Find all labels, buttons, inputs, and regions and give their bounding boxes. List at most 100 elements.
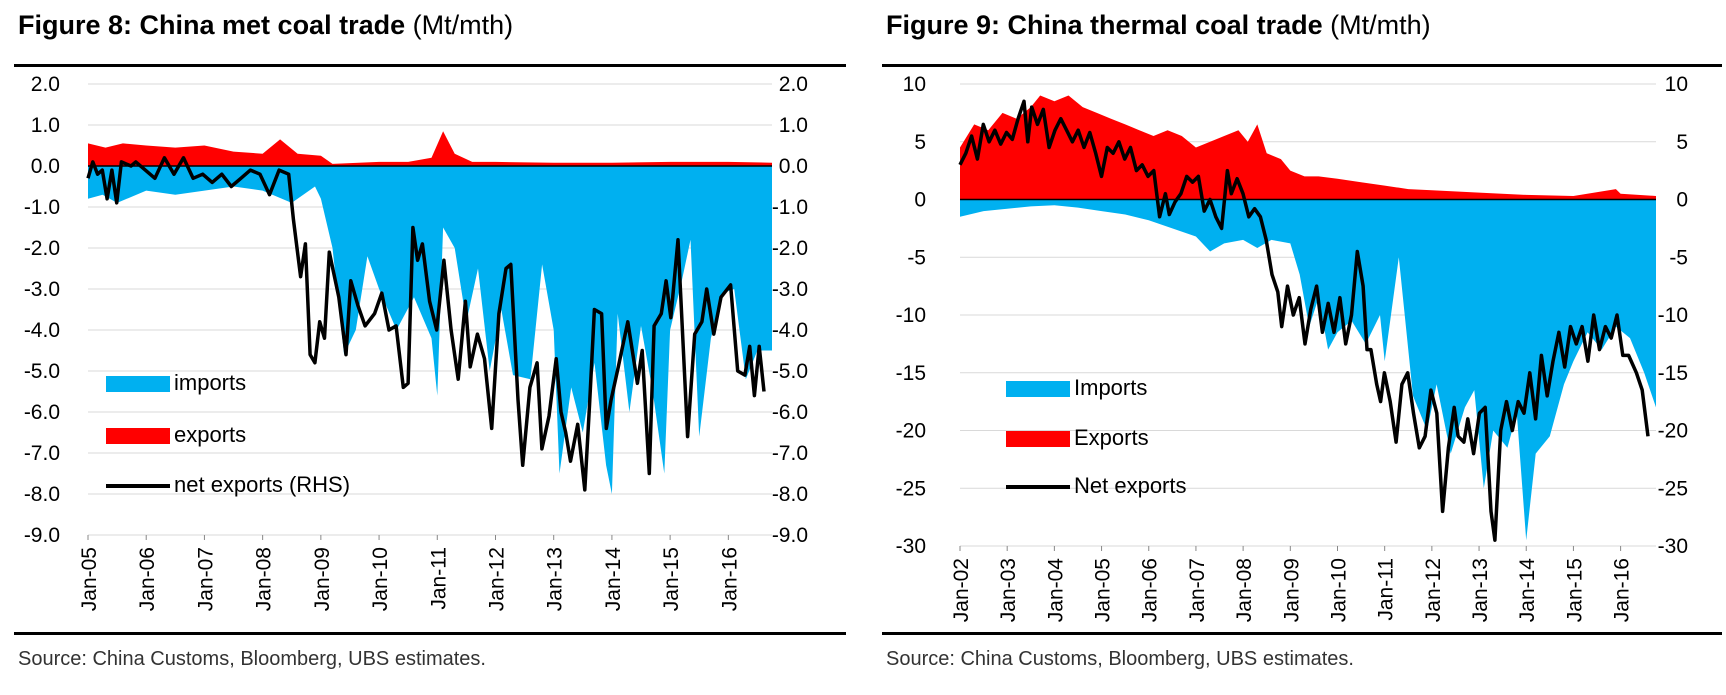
figure-8-chart: 2.0 2.0 1.0 1.0 0.0 0.0 -1.0 -1.0 -2.0 -2.0 -3.0 -3… bbox=[24, 73, 808, 612]
y-tick-label-left: 2.0 bbox=[31, 73, 60, 96]
x-tick-label: Jan-03 bbox=[997, 558, 1020, 622]
figure-9-title: Figure 9: China thermal coal trade (Mt/m… bbox=[886, 10, 1431, 41]
y-tick-label-right: -30 bbox=[1658, 535, 1688, 558]
y-tick-label-right: -5.0 bbox=[772, 360, 808, 383]
figure-8-label: Figure 8: bbox=[18, 10, 133, 40]
figure-8-bottom-rule bbox=[14, 632, 846, 635]
y-tick-label-left: -10 bbox=[896, 304, 926, 327]
figure-9-bottom-rule bbox=[882, 632, 1722, 635]
legend-label-exports: exports bbox=[174, 422, 246, 447]
figure-8-title: Figure 8: China met coal trade (Mt/mth) bbox=[18, 10, 513, 41]
figure-9-title-text: China thermal coal trade bbox=[1007, 10, 1323, 40]
y-tick-label-right: -10 bbox=[1658, 304, 1688, 327]
x-tick-label: Jan-12 bbox=[485, 547, 508, 611]
y-tick-label-left: 5 bbox=[914, 131, 926, 154]
x-tick-label: Jan-15 bbox=[660, 547, 683, 611]
x-tick-label: Jan-10 bbox=[1327, 558, 1350, 622]
x-tick-label: Jan-04 bbox=[1044, 558, 1067, 623]
imports-area bbox=[88, 166, 772, 494]
y-tick-label-right: -6.0 bbox=[772, 401, 808, 424]
x-tick-label: Jan-06 bbox=[136, 547, 159, 611]
x-tick-label: Jan-09 bbox=[1280, 558, 1303, 622]
y-tick-label-right: -1.0 bbox=[772, 196, 808, 219]
y-tick-label-right: 0 bbox=[1676, 189, 1688, 212]
figure-8-units: (Mt/mth) bbox=[412, 10, 514, 40]
y-tick-label-right: -7.0 bbox=[772, 442, 808, 465]
y-tick-label-left: -7.0 bbox=[24, 442, 60, 465]
y-tick-label-left: -5.0 bbox=[24, 360, 60, 383]
y-tick-label-right: -9.0 bbox=[772, 524, 808, 547]
x-tick-label: Jan-14 bbox=[602, 547, 625, 612]
x-tick-label: Jan-08 bbox=[1233, 558, 1256, 622]
x-tick-label: Jan-07 bbox=[194, 547, 217, 611]
net-exports-line bbox=[86, 156, 766, 492]
legend-swatch-exports bbox=[106, 428, 170, 444]
y-tick-label-left: -15 bbox=[896, 362, 926, 385]
y-tick-label-right: -20 bbox=[1658, 420, 1688, 443]
legend-label-imports: imports bbox=[174, 370, 246, 395]
y-tick-label-left: -2.0 bbox=[24, 237, 60, 260]
figure-9-source: Source: China Customs, Bloomberg, UBS es… bbox=[886, 648, 1354, 670]
y-tick-label-left: 1.0 bbox=[31, 114, 60, 137]
y-tick-label-right: -15 bbox=[1658, 362, 1688, 385]
exports-area bbox=[88, 131, 772, 166]
y-tick-label-left: -1.0 bbox=[24, 196, 60, 219]
x-tick-label: Jan-08 bbox=[253, 547, 276, 611]
net-exports-line bbox=[958, 99, 1650, 542]
y-tick-label-left: -4.0 bbox=[24, 319, 60, 342]
y-tick-label-right: -3.0 bbox=[772, 278, 808, 301]
x-tick-label: Jan-13 bbox=[544, 547, 567, 611]
x-tick-label: Jan-11 bbox=[427, 547, 450, 610]
figure-9-label: Figure 9: bbox=[886, 10, 1001, 40]
x-tick-label: Jan-12 bbox=[1422, 558, 1445, 622]
y-tick-label-left: 0 bbox=[914, 189, 926, 212]
y-tick-label-left: -9.0 bbox=[24, 524, 60, 547]
x-tick-label: Jan-06 bbox=[1139, 558, 1162, 622]
figure-8-source: Source: China Customs, Bloomberg, UBS es… bbox=[18, 648, 486, 670]
y-tick-label-left: 10 bbox=[903, 73, 926, 96]
imports-area bbox=[960, 199, 1656, 541]
figure-9-top-rule bbox=[882, 64, 1722, 67]
legend-swatch-imports bbox=[106, 376, 170, 392]
x-tick-label: Jan-10 bbox=[369, 547, 392, 611]
x-tick-label: Jan-09 bbox=[311, 547, 334, 611]
legend-swatch-exports bbox=[1006, 431, 1070, 447]
y-tick-label-left: -8.0 bbox=[24, 483, 60, 506]
y-tick-label-right: -8.0 bbox=[772, 483, 808, 506]
x-tick-label: Jan-05 bbox=[1092, 558, 1115, 622]
figure-8-title-text: China met coal trade bbox=[139, 10, 406, 40]
x-tick-label: Jan-11 bbox=[1375, 558, 1398, 621]
x-tick-label: Jan-15 bbox=[1563, 558, 1586, 622]
y-tick-label-right: -2.0 bbox=[772, 237, 808, 260]
x-tick-label: Jan-05 bbox=[78, 547, 101, 611]
legend-swatch-imports bbox=[1006, 381, 1070, 397]
figure-9-units: (Mt/mth) bbox=[1330, 10, 1431, 40]
x-tick-label: Jan-02 bbox=[950, 558, 973, 622]
x-tick-label: Jan-16 bbox=[1611, 558, 1634, 622]
legend-label-imports: Imports bbox=[1074, 375, 1147, 400]
y-tick-label-left: -3.0 bbox=[24, 278, 60, 301]
y-tick-label-right: -4.0 bbox=[772, 319, 808, 342]
exports-area bbox=[960, 95, 1656, 200]
x-tick-label: Jan-07 bbox=[1186, 558, 1209, 622]
legend-label-net: net exports (RHS) bbox=[174, 472, 350, 497]
y-tick-label-right: -5 bbox=[1669, 246, 1688, 269]
y-tick-label-left: -30 bbox=[896, 535, 926, 558]
legend-label-exports: Exports bbox=[1074, 425, 1149, 450]
figure-8-panel: Figure 8: China met coal trade (Mt/mth) … bbox=[0, 0, 860, 695]
x-tick-label: Jan-13 bbox=[1469, 558, 1492, 622]
figure-9-chart: 10 10 5 5 0 0 -5 -5 -10 -10 -15 -15 -20 -20 -25 -25 -30 -… bbox=[896, 73, 1688, 623]
figure-8-top-rule bbox=[14, 64, 846, 67]
y-tick-label-left: -25 bbox=[896, 477, 926, 500]
y-tick-label-left: -5 bbox=[907, 246, 926, 269]
y-tick-label-right: 5 bbox=[1676, 131, 1688, 154]
figure-9-panel: Figure 9: China thermal coal trade (Mt/m… bbox=[868, 0, 1726, 695]
y-tick-label-left: -6.0 bbox=[24, 401, 60, 424]
legend-label-net: Net exports bbox=[1074, 473, 1187, 498]
y-tick-label-left: -20 bbox=[896, 420, 926, 443]
x-tick-label: Jan-16 bbox=[718, 547, 741, 611]
y-tick-label-right: 10 bbox=[1665, 73, 1688, 96]
y-tick-label-left: 0.0 bbox=[31, 155, 60, 178]
x-tick-label: Jan-14 bbox=[1516, 558, 1539, 623]
y-tick-label-right: 0.0 bbox=[779, 155, 808, 178]
